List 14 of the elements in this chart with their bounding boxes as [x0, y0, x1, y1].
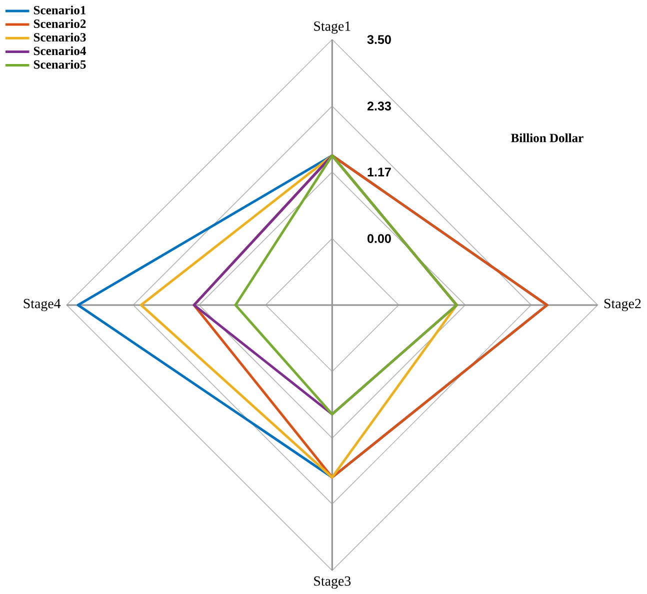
legend-label: Scenario2: [34, 19, 86, 28]
y-tick-label: 1.17: [368, 168, 391, 176]
text: Billion Dollar: [511, 133, 584, 142]
spoke-label: Stage3: [314, 576, 351, 589]
y-tick-label: 3.50: [367, 35, 391, 44]
legend-label: Scenario5: [34, 60, 86, 69]
y-tick-label: 2.33: [367, 102, 391, 110]
legend-label: Scenario3: [34, 32, 86, 42]
spoke-label: Stage2: [604, 298, 641, 312]
spoke-label: Stage4: [24, 298, 61, 312]
y-tick-label: 0.00: [368, 234, 391, 243]
legend-label: Scenario4: [34, 46, 86, 56]
legend-label: Scenario1: [34, 5, 86, 14]
spoke-label: Stage1: [314, 21, 350, 34]
